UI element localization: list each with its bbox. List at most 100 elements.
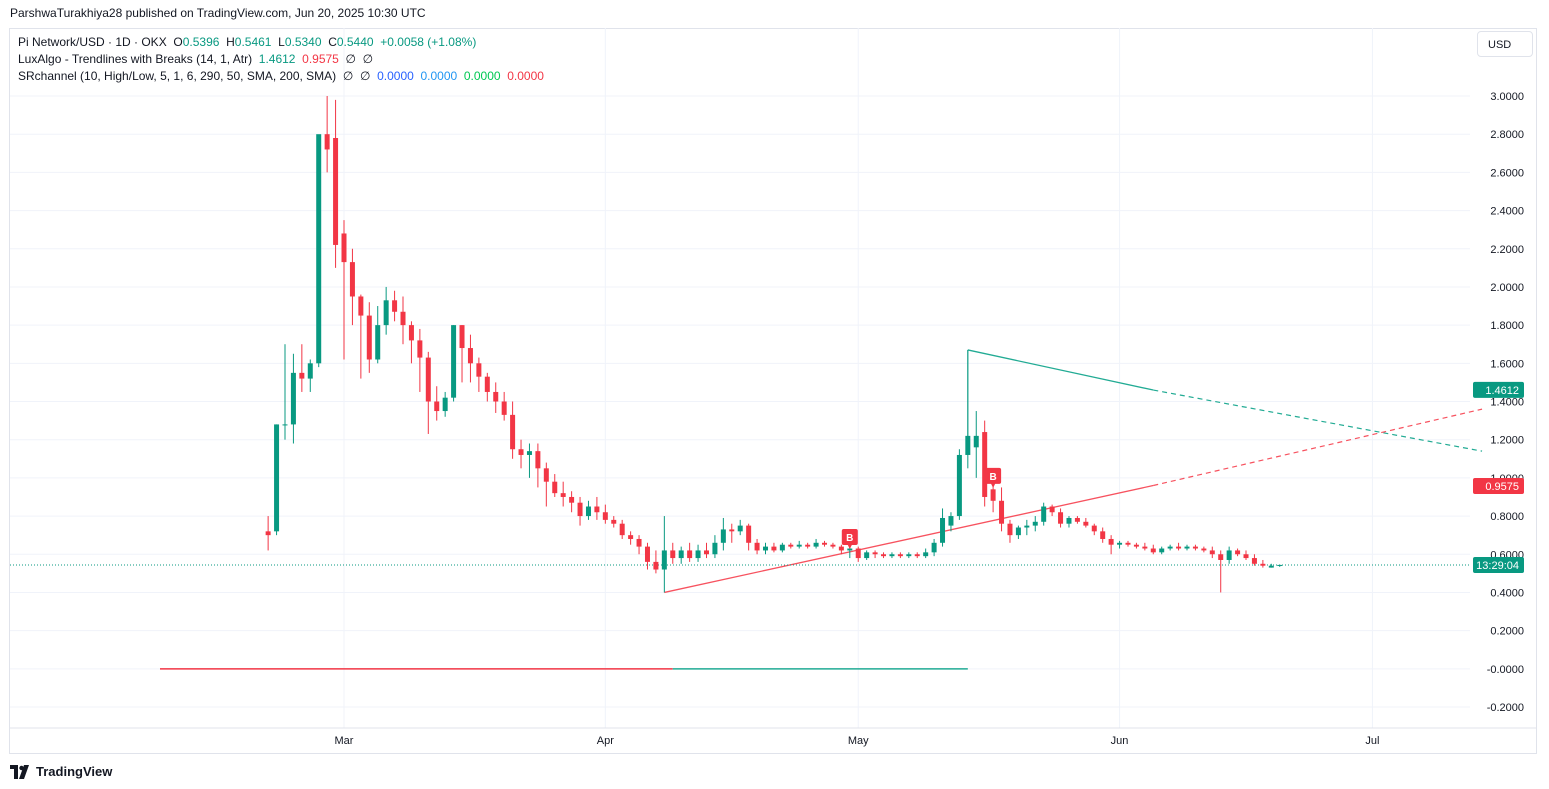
candle-body[interactable]	[375, 325, 381, 360]
candle-body[interactable]	[1015, 527, 1021, 536]
candle-body[interactable]	[695, 550, 701, 559]
candle-body[interactable]	[307, 363, 313, 379]
candle-body[interactable]	[1074, 517, 1080, 522]
candle-body[interactable]	[1226, 550, 1232, 560]
candle-body[interactable]	[855, 548, 861, 559]
candle-body[interactable]	[1218, 554, 1224, 560]
candle-body[interactable]	[1243, 554, 1249, 559]
candle-body[interactable]	[451, 325, 457, 398]
candle-body[interactable]	[324, 134, 330, 150]
candle-body[interactable]	[400, 311, 406, 326]
candle-body[interactable]	[543, 468, 549, 482]
candle-body[interactable]	[493, 391, 499, 402]
candle-body[interactable]	[897, 554, 903, 557]
candle-body[interactable]	[813, 542, 819, 547]
candle-body[interactable]	[788, 544, 794, 547]
candle-body[interactable]	[872, 552, 878, 555]
candle-body[interactable]	[476, 363, 482, 377]
candle-body[interactable]	[552, 481, 558, 494]
candle-body[interactable]	[678, 550, 684, 559]
candle-body[interactable]	[1235, 550, 1241, 555]
currency-button[interactable]: USD	[1477, 31, 1533, 57]
candle-body[interactable]	[274, 424, 280, 532]
legend-indicator-srchannel[interactable]: SRchannel (10, High/Low, 5, 1, 6, 290, 5…	[18, 69, 544, 83]
candle-body[interactable]	[973, 435, 979, 448]
candle-body[interactable]	[914, 554, 920, 557]
candle-body[interactable]	[881, 554, 887, 557]
candle-body[interactable]	[1192, 546, 1198, 549]
candle-body[interactable]	[687, 550, 693, 559]
candle-body[interactable]	[282, 424, 288, 426]
candle-body[interactable]	[392, 300, 398, 312]
candle-body[interactable]	[1100, 531, 1106, 539]
legend-symbol[interactable]: Pi Network/USD · 1D · OKX	[18, 35, 167, 49]
candle-body[interactable]	[763, 546, 768, 551]
candle-body[interactable]	[830, 544, 836, 547]
candle-body[interactable]	[358, 296, 364, 316]
candle-body[interactable]	[805, 544, 811, 547]
candle-body[interactable]	[864, 552, 870, 559]
candle-body[interactable]	[628, 535, 634, 539]
candle-body[interactable]	[383, 300, 389, 326]
candle-body[interactable]	[1277, 564, 1283, 566]
candle-body[interactable]	[290, 372, 296, 425]
candle-body[interactable]	[1049, 506, 1055, 513]
candle-body[interactable]	[1058, 512, 1064, 524]
candle-body[interactable]	[670, 550, 676, 559]
candle-body[interactable]	[847, 548, 853, 551]
candle-body[interactable]	[535, 451, 541, 469]
candle-body[interactable]	[1209, 550, 1215, 555]
candle-body[interactable]	[838, 546, 844, 551]
candle-body[interactable]	[265, 531, 271, 536]
candle-body[interactable]	[931, 542, 937, 553]
candle-body[interactable]	[526, 451, 532, 455]
candle-body[interactable]	[434, 401, 440, 412]
candle-body[interactable]	[720, 529, 726, 543]
candle-body[interactable]	[771, 546, 777, 551]
candle-body[interactable]	[1007, 523, 1013, 536]
candle-body[interactable]	[611, 519, 617, 524]
candle-body[interactable]	[1066, 517, 1072, 524]
candle-body[interactable]	[459, 325, 465, 349]
tradingview-logo[interactable]: TradingView	[10, 764, 112, 779]
candle-body[interactable]	[999, 500, 1005, 524]
candle-body[interactable]	[349, 262, 355, 297]
candle-body[interactable]	[906, 554, 912, 557]
candle-body[interactable]	[1117, 542, 1123, 545]
candle-body[interactable]	[1176, 546, 1182, 549]
candle-body[interactable]	[661, 550, 667, 570]
candle-body[interactable]	[1201, 548, 1207, 551]
candle-body[interactable]	[940, 517, 946, 543]
candle-body[interactable]	[299, 372, 305, 379]
candle-body[interactable]	[653, 561, 659, 570]
candle-body[interactable]	[501, 401, 507, 415]
candle-body[interactable]	[1108, 538, 1114, 545]
legend-indicator-luxalgo[interactable]: LuxAlgo - Trendlines with Breaks (14, 1,…	[18, 52, 373, 66]
candle-body[interactable]	[518, 449, 524, 455]
candle-body[interactable]	[796, 544, 802, 547]
candle-body[interactable]	[560, 493, 566, 497]
candle-body[interactable]	[712, 542, 718, 555]
candle-body[interactable]	[644, 546, 650, 562]
candle-body[interactable]	[484, 376, 490, 392]
candle-body[interactable]	[990, 489, 996, 501]
candle-body[interactable]	[510, 414, 516, 450]
candle-body[interactable]	[1142, 546, 1148, 549]
candle-body[interactable]	[1251, 558, 1257, 564]
candle-body[interactable]	[746, 525, 752, 543]
candle-body[interactable]	[1159, 548, 1165, 553]
candle-body[interactable]	[754, 542, 760, 551]
candle-body[interactable]	[569, 496, 575, 503]
candle-body[interactable]	[1091, 525, 1097, 532]
candle-body[interactable]	[965, 435, 971, 455]
candle-body[interactable]	[602, 512, 608, 520]
candle-body[interactable]	[366, 315, 372, 360]
candle-body[interactable]	[1041, 506, 1047, 522]
candle-body[interactable]	[1032, 521, 1038, 526]
candle-body[interactable]	[442, 397, 448, 412]
candle-body[interactable]	[1184, 546, 1190, 549]
candle-body[interactable]	[417, 340, 423, 358]
candle-body[interactable]	[956, 454, 962, 517]
candle-body[interactable]	[1125, 542, 1131, 545]
